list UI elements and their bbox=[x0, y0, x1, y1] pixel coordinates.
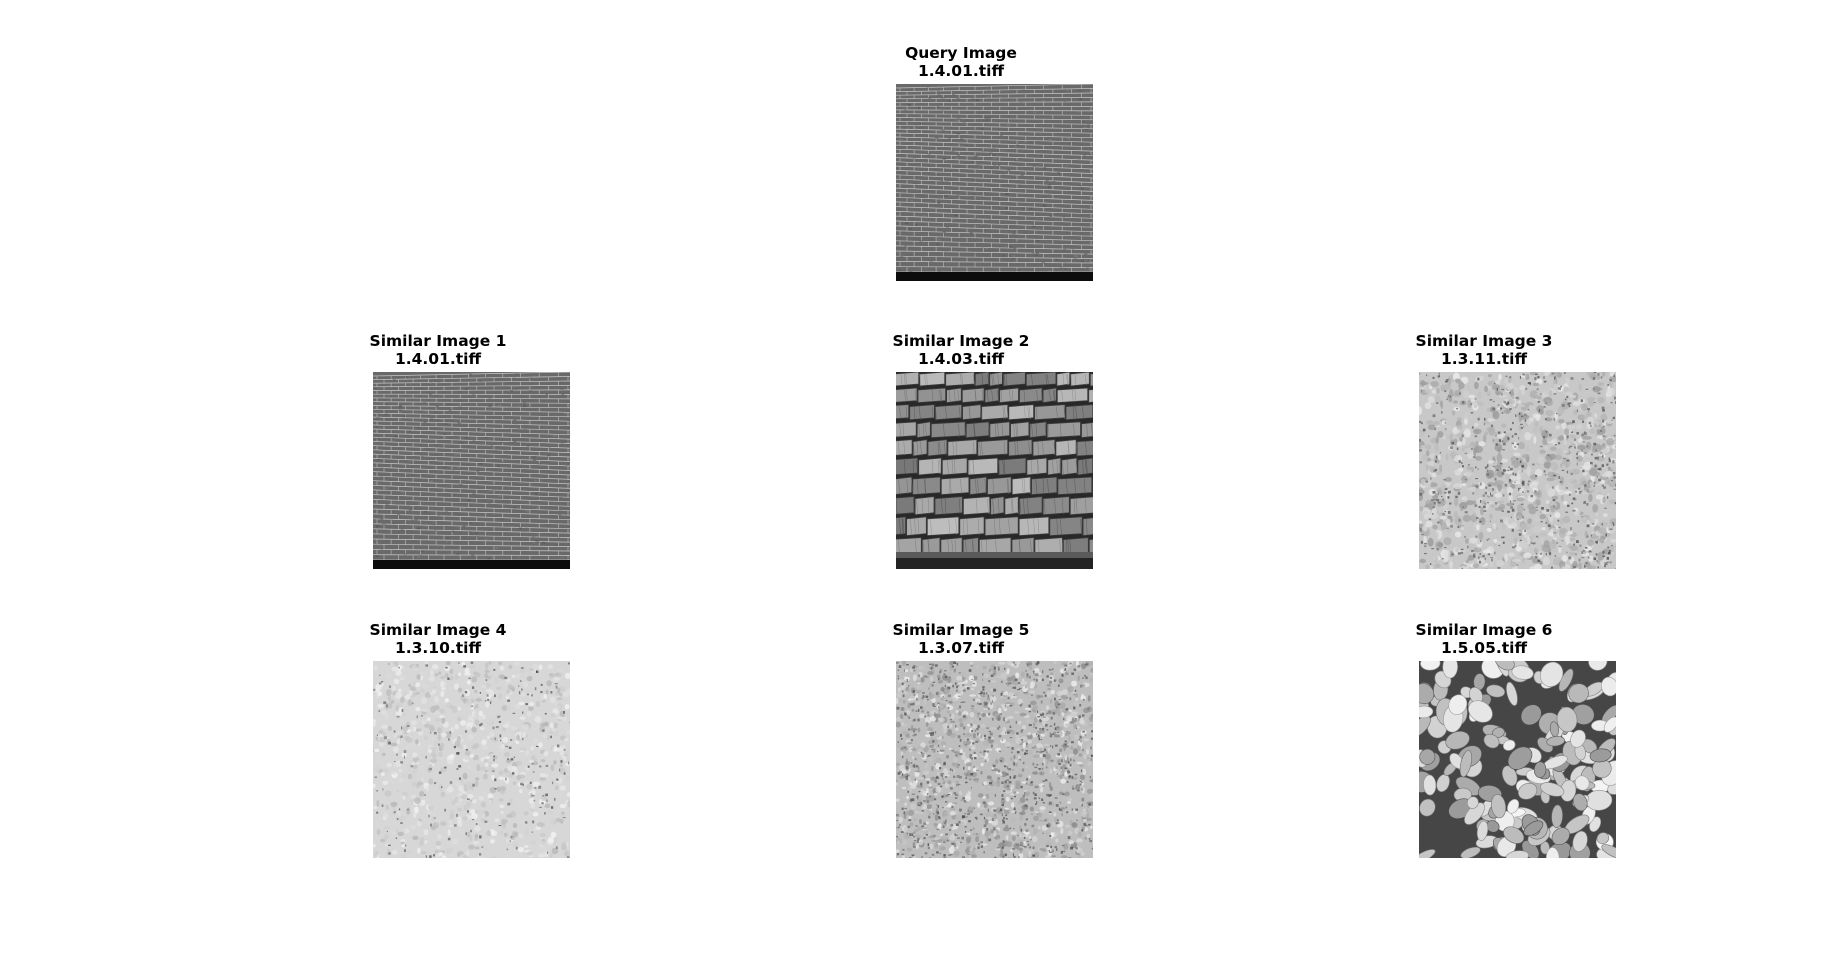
similar-image-heading-5: Similar Image 5 bbox=[892, 621, 1030, 639]
similar-image-filename-5: 1.3.07.tiff bbox=[917, 639, 1005, 657]
similar-image-5 bbox=[896, 661, 1093, 858]
similar-image-3 bbox=[1419, 372, 1616, 569]
similar-image-title-1: Similar Image 1 1.4.01.tiff bbox=[308, 332, 568, 368]
query-filename: 1.4.01.tiff bbox=[917, 62, 1005, 80]
crumpled-fabric-texture bbox=[1419, 372, 1616, 569]
similar-image-panel-6: Similar Image 6 1.5.05.tiff bbox=[1354, 621, 1616, 858]
similar-image-title-4: Similar Image 4 1.3.10.tiff bbox=[308, 621, 568, 657]
similar-image-2 bbox=[896, 372, 1093, 569]
similar-image-panel-4: Similar Image 4 1.3.10.tiff bbox=[308, 621, 570, 858]
similar-image-title-5: Similar Image 5 1.3.07.tiff bbox=[831, 621, 1091, 657]
similar-image-title-2: Similar Image 2 1.4.03.tiff bbox=[831, 332, 1091, 368]
similar-image-4 bbox=[373, 661, 570, 858]
similar-image-heading-3: Similar Image 3 bbox=[1415, 332, 1553, 350]
similar-image-filename-4: 1.3.10.tiff bbox=[394, 639, 482, 657]
pebbles-texture bbox=[1419, 661, 1616, 858]
similar-image-panel-3: Similar Image 3 1.3.11.tiff bbox=[1354, 332, 1616, 569]
similar-image-heading-6: Similar Image 6 bbox=[1415, 621, 1553, 639]
similar-image-filename-2: 1.4.03.tiff bbox=[917, 350, 1005, 368]
similar-image-6 bbox=[1419, 661, 1616, 858]
brick-wall-texture bbox=[373, 372, 570, 569]
gravel-fine-texture bbox=[896, 661, 1093, 858]
query-heading: Query Image bbox=[905, 44, 1017, 62]
similar-image-panel-5: Similar Image 5 1.3.07.tiff bbox=[831, 621, 1093, 858]
roof-shingles-texture bbox=[896, 372, 1093, 569]
similar-image-filename-3: 1.3.11.tiff bbox=[1440, 350, 1528, 368]
similar-image-panel-1: Similar Image 1 1.4.01.tiff bbox=[308, 332, 570, 569]
similar-image-title-6: Similar Image 6 1.5.05.tiff bbox=[1354, 621, 1614, 657]
similar-image-title-3: Similar Image 3 1.3.11.tiff bbox=[1354, 332, 1614, 368]
similar-image-heading-1: Similar Image 1 bbox=[369, 332, 507, 350]
similar-image-heading-4: Similar Image 4 bbox=[369, 621, 507, 639]
query-title: Query Image 1.4.01.tiff bbox=[831, 44, 1091, 80]
similar-image-filename-1: 1.4.01.tiff bbox=[394, 350, 482, 368]
brick-wall-texture bbox=[896, 84, 1093, 281]
similar-image-1 bbox=[373, 372, 570, 569]
query-image bbox=[896, 84, 1093, 281]
similar-image-heading-2: Similar Image 2 bbox=[892, 332, 1030, 350]
stucco-wall-texture bbox=[373, 661, 570, 858]
similar-image-filename-6: 1.5.05.tiff bbox=[1440, 639, 1528, 657]
query-panel: Query Image 1.4.01.tiff bbox=[831, 44, 1093, 281]
similar-image-panel-2: Similar Image 2 1.4.03.tiff bbox=[831, 332, 1093, 569]
